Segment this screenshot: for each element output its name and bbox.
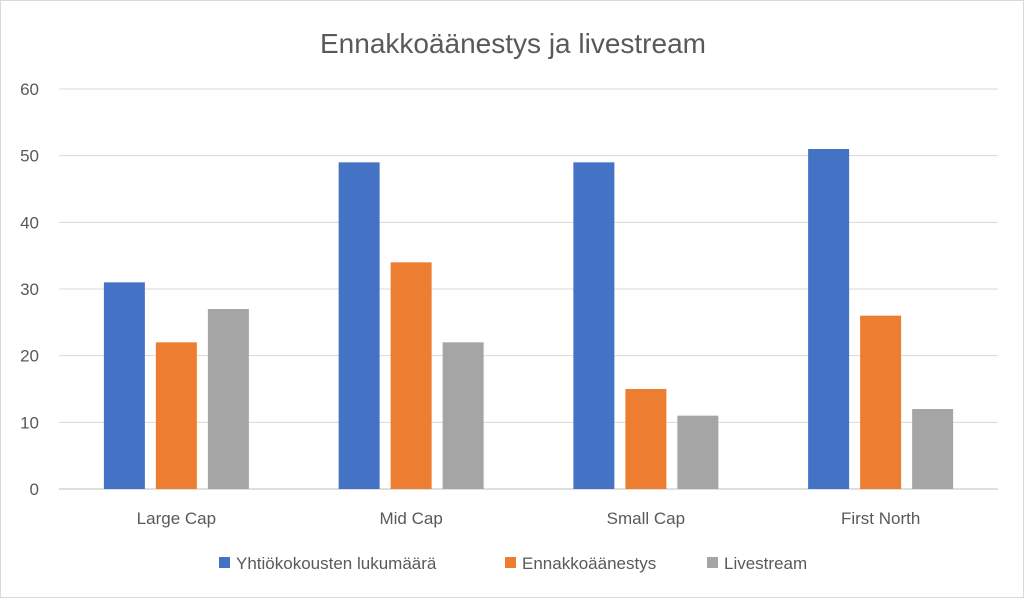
y-tick-label: 50 bbox=[20, 147, 39, 166]
bar-mid-cap-series-3 bbox=[442, 342, 484, 489]
legend-label: Livestream bbox=[724, 554, 807, 573]
bar-small-cap-series-1 bbox=[573, 162, 615, 490]
bar-first-north-series-2 bbox=[860, 315, 902, 489]
chart-title: Ennakkoäänestys ja livestream bbox=[320, 28, 706, 59]
bar-first-north-series-1 bbox=[808, 149, 850, 489]
legend-item: Livestream bbox=[707, 554, 807, 573]
legend-swatch bbox=[219, 557, 230, 568]
x-axis-ticks: Large Cap Mid Cap Small Cap First North bbox=[137, 509, 921, 528]
x-tick-label: Mid Cap bbox=[379, 509, 442, 528]
y-tick-label: 0 bbox=[30, 480, 39, 499]
bar-large-cap-series-1 bbox=[103, 282, 145, 489]
y-tick-label: 60 bbox=[20, 80, 39, 99]
legend-item: Ennakkoäänestys bbox=[505, 554, 656, 573]
y-tick-label: 30 bbox=[20, 280, 39, 299]
bar-large-cap-series-2 bbox=[155, 342, 197, 489]
x-tick-label: Large Cap bbox=[137, 509, 216, 528]
legend-swatch bbox=[707, 557, 718, 568]
y-tick-label: 40 bbox=[20, 213, 39, 232]
legend-label: Yhtiökokousten lukumäärä bbox=[236, 554, 437, 573]
bars bbox=[103, 149, 954, 490]
x-tick-label: First North bbox=[841, 509, 920, 528]
legend-item: Yhtiökokousten lukumäärä bbox=[219, 554, 437, 573]
bar-mid-cap-series-1 bbox=[338, 162, 380, 490]
bar-mid-cap-series-2 bbox=[390, 262, 432, 489]
legend-label: Ennakkoäänestys bbox=[522, 554, 656, 573]
bar-small-cap-series-2 bbox=[625, 389, 667, 489]
legend: Yhtiökokousten lukumäärä Ennakkoäänestys L… bbox=[219, 554, 807, 573]
bar-first-north-series-3 bbox=[912, 409, 954, 489]
legend-swatch bbox=[505, 557, 516, 568]
y-axis-ticks: 0 10 20 30 40 50 60 bbox=[20, 80, 39, 499]
y-tick-label: 10 bbox=[20, 413, 39, 432]
gridlines bbox=[59, 88, 998, 490]
bar-large-cap-series-3 bbox=[207, 309, 249, 489]
bar-small-cap-series-3 bbox=[677, 415, 719, 489]
y-tick-label: 20 bbox=[20, 347, 39, 366]
x-tick-label: Small Cap bbox=[607, 509, 685, 528]
